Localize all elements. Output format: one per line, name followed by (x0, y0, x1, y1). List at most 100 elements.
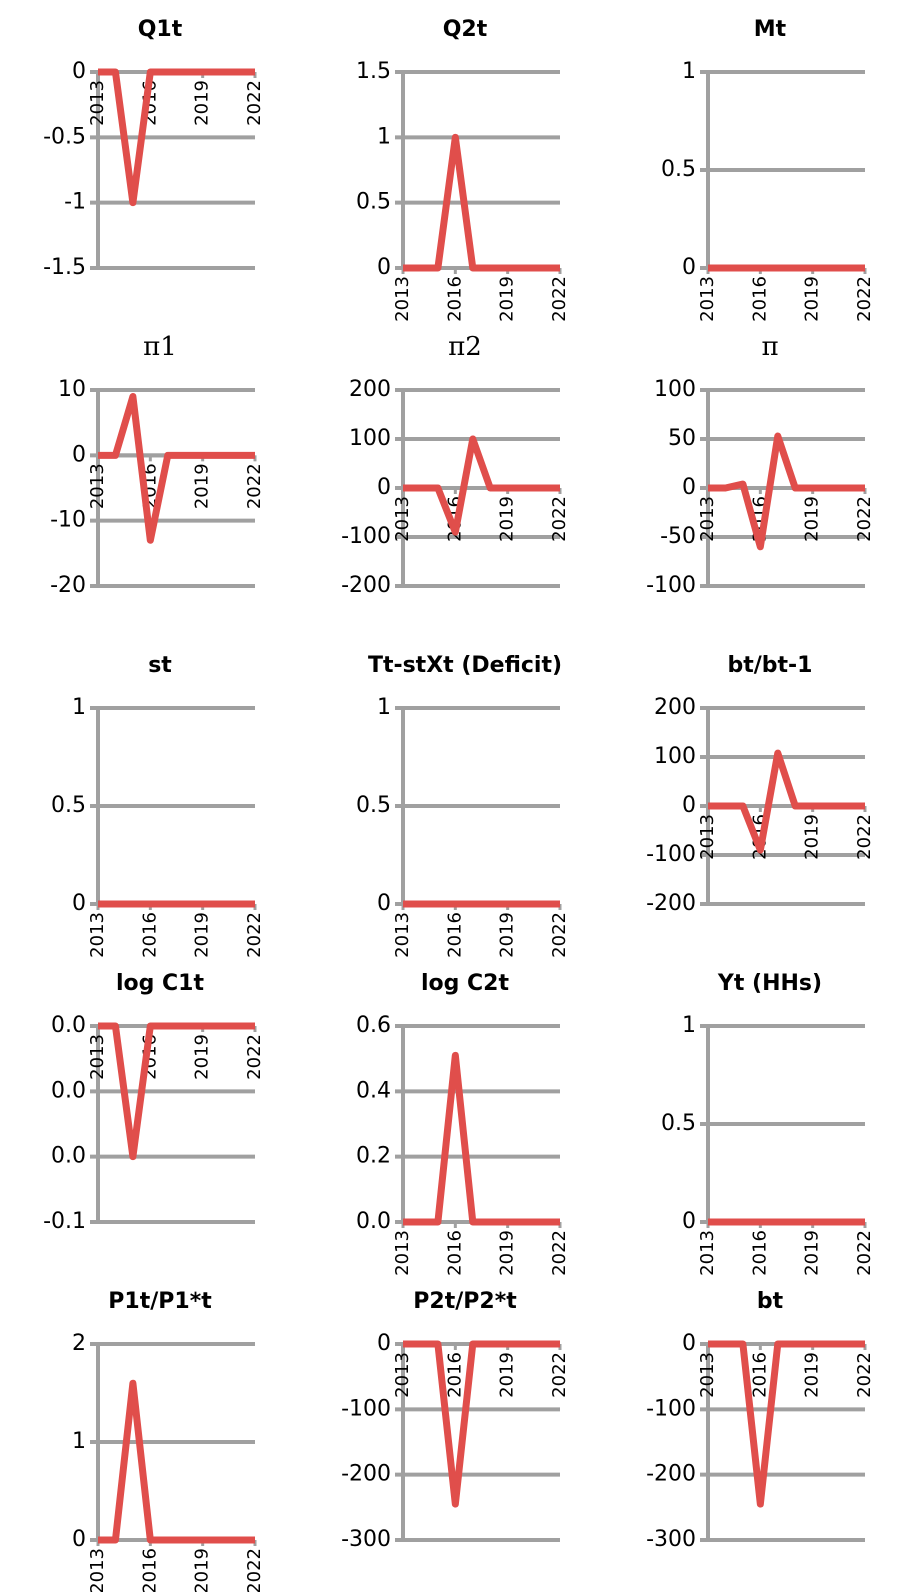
y-tick-label: 1 (377, 695, 391, 720)
x-tick-label: 2013 (697, 814, 718, 860)
y-tick-label: -100 (646, 573, 696, 598)
x-tick-label: 2022 (549, 1352, 570, 1398)
chart-title: Q1t (138, 17, 183, 42)
y-tick-label: 0 (377, 891, 391, 916)
y-tick-label: 100 (654, 377, 696, 402)
x-tick-label: 2019 (192, 463, 213, 509)
y-tick-label: -100 (646, 1396, 696, 1421)
x-tick-label: 2013 (392, 496, 413, 542)
y-tick-label: -300 (646, 1527, 696, 1552)
x-tick-label: 2022 (244, 80, 265, 126)
y-tick-label: -100 (341, 1396, 391, 1421)
y-tick-label: -200 (341, 573, 391, 598)
x-tick-label: 2013 (697, 496, 718, 542)
data-line (403, 435, 560, 536)
small-chart: st 0 0.5 1 2013 2016 2019 2022 (51, 653, 265, 958)
y-tick-label: 0 (72, 891, 86, 916)
small-chart: Tt-stXt (Deficit) 0 0.5 1 2013 2016 2019 2022 (356, 653, 570, 958)
x-tick-label: 2022 (549, 1230, 570, 1276)
data-line (98, 1022, 255, 1161)
x-tick-label: 2022 (854, 814, 875, 860)
x-tick-label: 2013 (392, 1230, 413, 1276)
x-tick-label: 2022 (244, 1034, 265, 1080)
x-tick-label: 2019 (192, 80, 213, 126)
small-chart: Yt (HHs) 0 0.5 1 2013 2016 2019 2022 (661, 971, 875, 1276)
y-tick-label: 200 (349, 377, 391, 402)
data-line (98, 1379, 255, 1544)
x-tick-label: 2016 (749, 1230, 770, 1276)
y-tick-label: 1 (682, 1013, 696, 1038)
x-tick-label: 2022 (244, 912, 265, 958)
chart-title: π2 (448, 332, 482, 362)
y-tick-label: -0.1 (43, 1209, 86, 1234)
data-line (708, 432, 865, 551)
x-tick-label: 2022 (244, 463, 265, 509)
chart-title: Q2t (443, 17, 488, 42)
data-line (403, 133, 560, 272)
x-tick-label: 2013 (87, 912, 108, 958)
y-tick-label: 0 (682, 793, 696, 818)
x-tick-label: 2022 (549, 276, 570, 322)
y-tick-label: 100 (654, 744, 696, 769)
y-tick-label: 0.2 (356, 1144, 391, 1169)
x-tick-label: 2013 (392, 276, 413, 322)
x-tick-label: 2013 (87, 1034, 108, 1080)
chart-title: P2t/P2*t (413, 1289, 517, 1314)
x-tick-label: 2022 (854, 276, 875, 322)
x-tick-label: 2013 (87, 463, 108, 509)
y-tick-label: 0 (72, 59, 86, 84)
y-tick-label: -20 (50, 573, 86, 598)
chart-title: st (148, 653, 172, 678)
x-tick-label: 2019 (802, 276, 823, 322)
y-tick-label: 0 (682, 475, 696, 500)
x-tick-label: 2016 (749, 1352, 770, 1398)
y-tick-label: -0.5 (43, 124, 86, 149)
x-tick-label: 2019 (497, 496, 518, 542)
y-tick-label: 0 (72, 442, 86, 467)
x-tick-label: 2013 (697, 276, 718, 322)
chart-title: Mt (754, 17, 787, 42)
chart-title: P1t/P1*t (108, 1289, 212, 1314)
x-tick-label: 2016 (139, 912, 160, 958)
x-tick-label: 2016 (444, 1230, 465, 1276)
small-chart: P1t/P1*t 0 1 2 2013 2016 2019 2022 (72, 1289, 265, 1594)
y-tick-label: 100 (349, 426, 391, 451)
y-tick-label: -200 (646, 1462, 696, 1487)
data-line (403, 1051, 560, 1226)
small-chart: Mt 0 0.5 1 2013 2016 2019 2022 (661, 17, 875, 322)
y-tick-label: 50 (668, 426, 696, 451)
y-tick-label: 1 (682, 59, 696, 84)
x-tick-label: 2022 (854, 1352, 875, 1398)
y-tick-label: 10 (58, 377, 86, 402)
y-tick-label: -50 (660, 524, 696, 549)
y-tick-label: 1 (72, 1429, 86, 1454)
y-tick-label: 0 (72, 1527, 86, 1552)
data-line (708, 1340, 865, 1508)
y-tick-label: -1.5 (43, 255, 86, 280)
y-tick-label: -300 (341, 1527, 391, 1552)
small-chart: log C2t 0.0 0.2 0.4 0.6 2013 2016 2019 2022 (356, 971, 570, 1276)
y-tick-label: 0 (682, 255, 696, 280)
x-tick-label: 2013 (392, 912, 413, 958)
y-tick-label: -100 (646, 842, 696, 867)
y-tick-label: 0.5 (356, 190, 391, 215)
y-tick-label: 0.0 (51, 1078, 86, 1103)
y-tick-label: 0 (682, 1331, 696, 1356)
y-tick-label: 0.5 (661, 1111, 696, 1136)
y-tick-label: 0.0 (51, 1144, 86, 1169)
x-tick-label: 2019 (497, 912, 518, 958)
y-tick-label: 0.5 (356, 793, 391, 818)
x-tick-label: 2016 (749, 276, 770, 322)
y-tick-label: 0.0 (51, 1013, 86, 1038)
chart-title: π1 (143, 332, 177, 362)
x-tick-label: 2022 (549, 912, 570, 958)
y-tick-label: 200 (654, 695, 696, 720)
y-tick-label: 0 (377, 475, 391, 500)
x-tick-label: 2019 (802, 1352, 823, 1398)
small-chart: Q2t 0 0.5 1 1.5 2013 2016 2019 2022 (356, 17, 570, 322)
x-tick-label: 2022 (549, 496, 570, 542)
x-tick-label: 2013 (392, 1352, 413, 1398)
